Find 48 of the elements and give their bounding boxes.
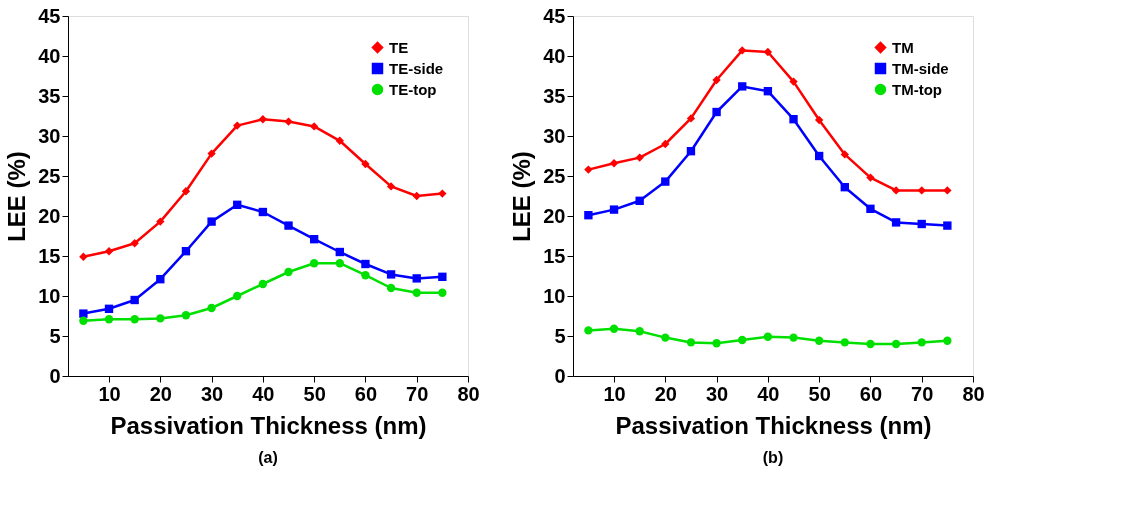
legend-label: TM <box>892 38 914 56</box>
legend-label: TE-side <box>389 59 444 77</box>
y-tick-label: 20 <box>543 204 566 227</box>
x-tick-label: 80 <box>457 382 480 405</box>
y-tick-label: 20 <box>38 204 61 227</box>
x-tick-label: 30 <box>705 382 729 405</box>
legend-label: TE <box>389 38 409 56</box>
y-tick-label: 0 <box>49 364 61 387</box>
y-tick-label: 30 <box>543 124 566 147</box>
y-tick-label: 40 <box>38 44 61 67</box>
y-tick-label: 25 <box>543 164 566 187</box>
legend-label: TM-side <box>892 59 949 77</box>
y-tick-label: 5 <box>554 324 566 347</box>
x-tick-label: 40 <box>757 382 780 405</box>
y-tick-label: 15 <box>38 244 61 267</box>
text: (a) <box>258 449 278 466</box>
y-tick-label: 15 <box>543 244 566 267</box>
y-tick-label: 25 <box>38 164 61 187</box>
x-tick-label: 50 <box>303 382 326 405</box>
x-tick-label: 70 <box>406 382 429 405</box>
x-axis-title: Passivation Thickness (nm) <box>615 411 932 439</box>
y-tick-label: 40 <box>543 44 566 67</box>
x-tick-label: 40 <box>252 382 275 405</box>
x-tick-label: 60 <box>354 382 378 405</box>
y-axis-title: LEE (%) <box>508 151 536 242</box>
x-tick-label: 80 <box>962 382 985 405</box>
y-tick-label: 5 <box>49 324 61 347</box>
x-tick-label: 70 <box>911 382 934 405</box>
y-axis-title: LEE (%) <box>3 151 31 242</box>
y-tick-label: 10 <box>38 284 61 307</box>
x-tick-label: 10 <box>98 382 121 405</box>
y-tick-label: 45 <box>38 4 61 27</box>
x-tick-label: 20 <box>149 382 172 405</box>
y-tick-label: 10 <box>543 284 566 307</box>
x-tick-label: 60 <box>859 382 883 405</box>
y-tick-label: 45 <box>543 4 566 27</box>
y-tick-label: 30 <box>38 124 61 147</box>
y-tick-label: 35 <box>38 84 61 107</box>
legend-label: TM-top <box>892 80 942 98</box>
legend-label: TE-top <box>389 80 437 98</box>
x-tick-label: 30 <box>200 382 224 405</box>
x-tick-label: 10 <box>603 382 626 405</box>
x-tick-label: 20 <box>654 382 677 405</box>
x-tick-label: 50 <box>808 382 831 405</box>
y-tick-label: 0 <box>554 364 566 387</box>
x-axis-title: Passivation Thickness (nm) <box>110 411 427 439</box>
text: (b) <box>762 449 784 466</box>
y-tick-label: 35 <box>543 84 566 107</box>
